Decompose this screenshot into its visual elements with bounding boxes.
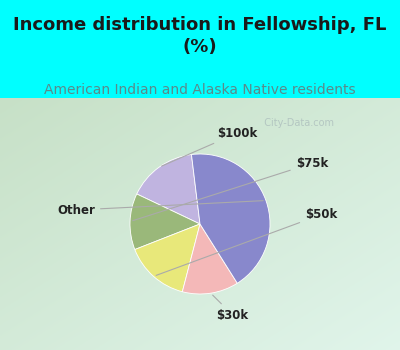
Wedge shape [182,224,237,294]
Text: $50k: $50k [156,208,337,275]
Text: City-Data.com: City-Data.com [258,118,334,128]
Text: Other: Other [57,201,263,217]
Text: American Indian and Alaska Native residents: American Indian and Alaska Native reside… [44,83,356,97]
Wedge shape [135,224,200,292]
Text: $75k: $75k [133,157,328,221]
Text: Income distribution in Fellowship, FL
(%): Income distribution in Fellowship, FL (%… [13,16,387,56]
Wedge shape [130,194,200,250]
Text: $100k: $100k [162,126,258,166]
Wedge shape [192,154,270,283]
Text: $30k: $30k [213,295,249,322]
Wedge shape [137,154,200,224]
